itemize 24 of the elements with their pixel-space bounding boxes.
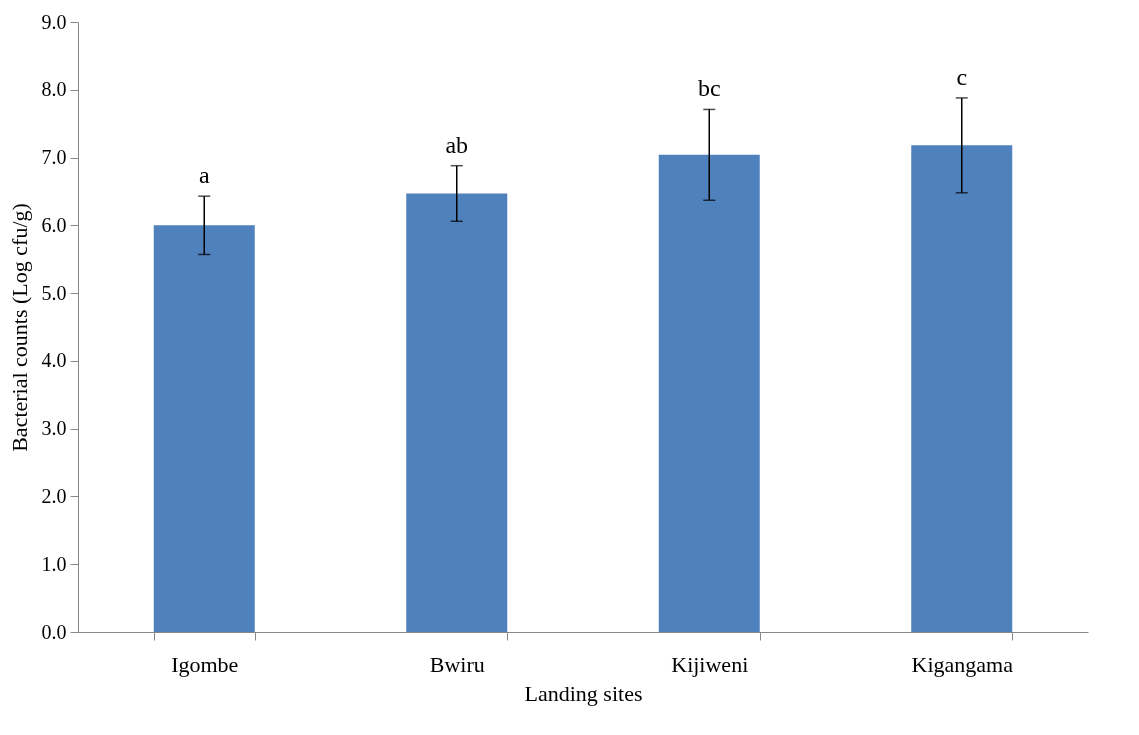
y-tick-label: 1.0 (41, 552, 67, 575)
y-tick-label: 9.0 (41, 10, 67, 33)
y-tick-label: 3.0 (41, 417, 67, 440)
y-tick-label: 7.0 (41, 146, 67, 169)
bar (658, 154, 760, 632)
x-tick-label: Igombe (171, 651, 239, 677)
y-axis-title: Bacterial counts (Log cfu/g) (6, 203, 32, 452)
y-tick-label: 2.0 (41, 484, 67, 507)
bar (153, 225, 255, 632)
x-tick-label: Kigangama (911, 651, 1014, 677)
annotation: bc (697, 75, 721, 102)
y-tick-label: 5.0 (41, 281, 67, 304)
x-tick-label: Bwiru (429, 651, 485, 677)
annotation: c (956, 63, 968, 90)
annotation: ab (445, 131, 469, 158)
bar (406, 193, 508, 632)
y-tick-label: 0.0 (41, 620, 67, 643)
x-axis-title: Landing sites (524, 680, 643, 706)
x-tick-label: Kijiweni (671, 651, 749, 677)
bar (911, 145, 1013, 632)
y-tick-label: 8.0 (41, 78, 67, 101)
annotation: a (198, 162, 210, 189)
y-tick-label: 4.0 (41, 349, 67, 372)
y-tick-label: 6.0 (41, 213, 67, 236)
